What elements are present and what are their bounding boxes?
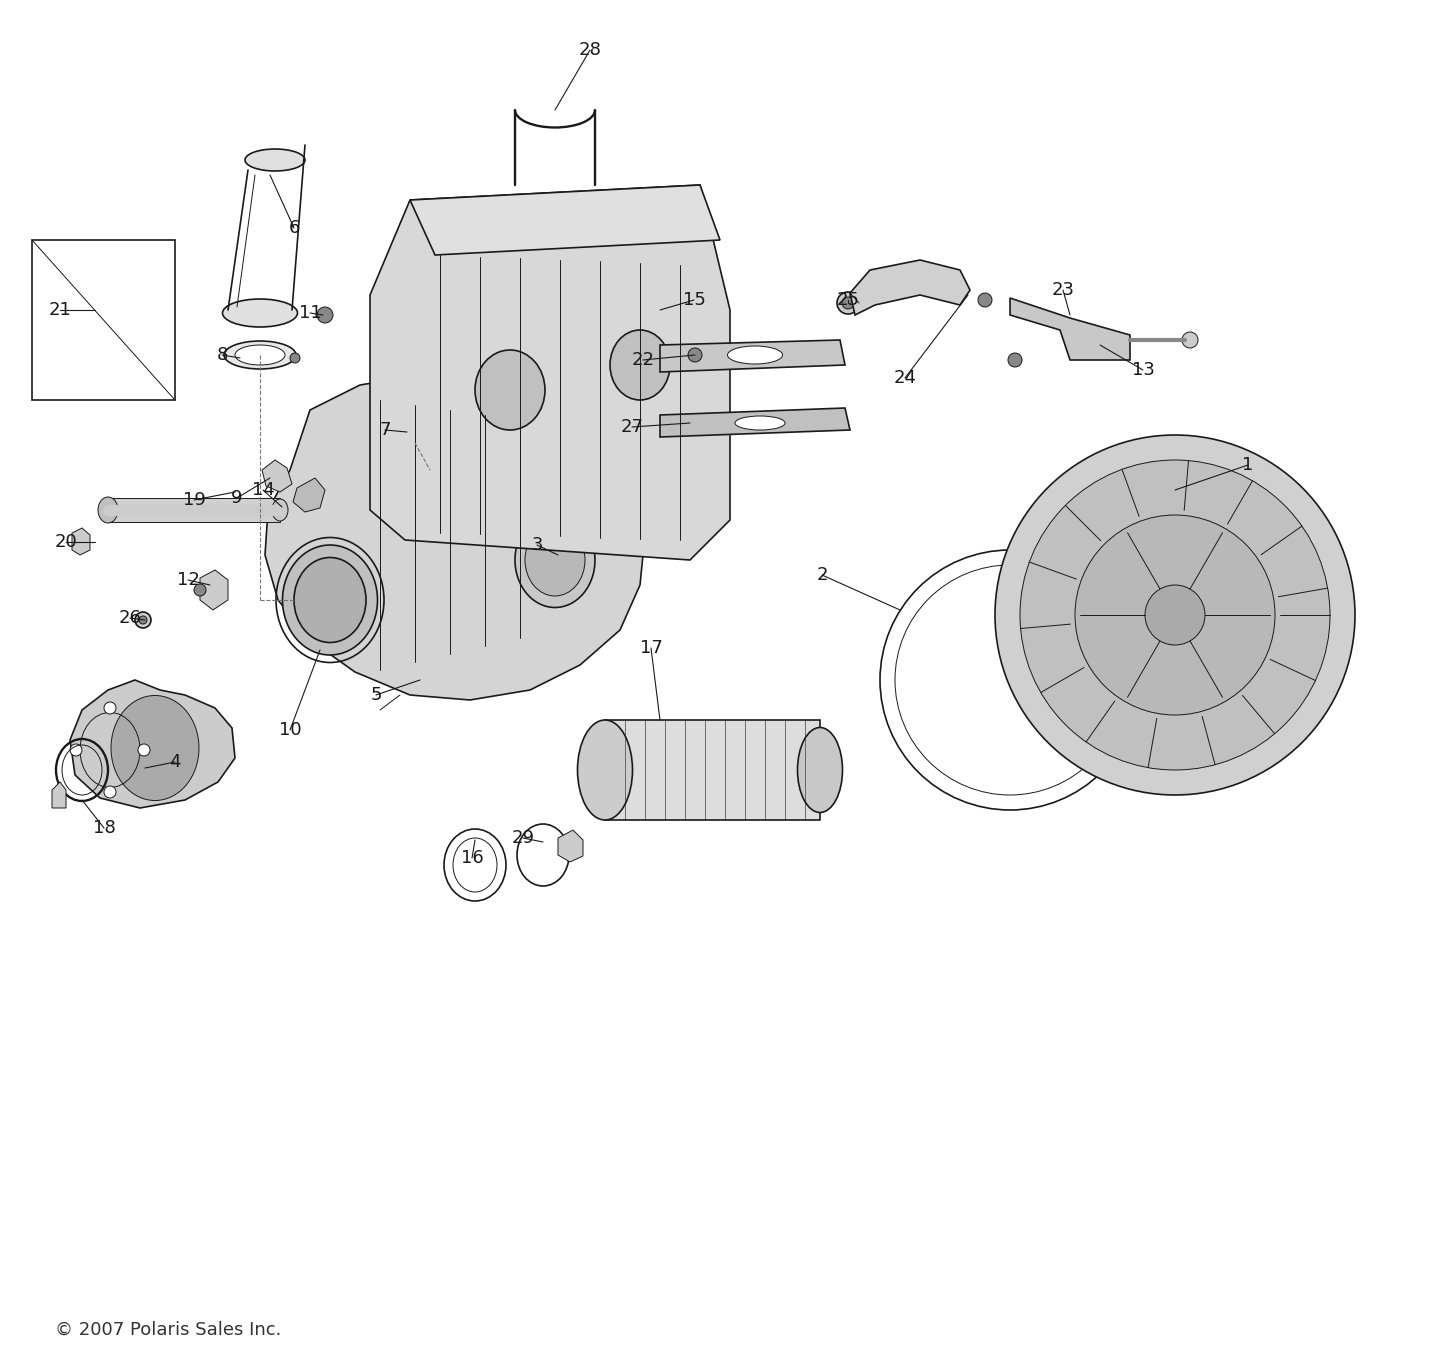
Ellipse shape	[610, 330, 670, 400]
Ellipse shape	[727, 346, 783, 364]
Ellipse shape	[283, 545, 377, 654]
Circle shape	[837, 292, 859, 314]
Text: 17: 17	[640, 639, 663, 657]
Polygon shape	[660, 340, 845, 372]
Polygon shape	[200, 570, 229, 611]
Circle shape	[134, 612, 151, 628]
Text: 14: 14	[252, 481, 274, 498]
Circle shape	[290, 353, 300, 363]
Circle shape	[1020, 460, 1330, 769]
Circle shape	[977, 293, 992, 307]
Text: 7: 7	[379, 422, 390, 439]
Text: 26: 26	[119, 609, 141, 627]
Circle shape	[1145, 585, 1205, 645]
Text: 23: 23	[1052, 281, 1075, 298]
Circle shape	[139, 616, 147, 624]
Text: 5: 5	[370, 686, 382, 704]
Polygon shape	[51, 782, 66, 808]
Ellipse shape	[474, 350, 544, 430]
Text: 4: 4	[169, 753, 180, 771]
Circle shape	[1007, 353, 1022, 367]
Text: 6: 6	[289, 219, 300, 237]
Text: 25: 25	[836, 292, 859, 309]
Text: 10: 10	[279, 721, 302, 739]
Text: 29: 29	[512, 830, 534, 847]
Ellipse shape	[294, 557, 366, 642]
Ellipse shape	[244, 149, 304, 171]
Ellipse shape	[224, 341, 296, 370]
Circle shape	[687, 348, 702, 361]
Text: 9: 9	[231, 489, 243, 507]
Ellipse shape	[577, 720, 633, 820]
Text: 15: 15	[683, 292, 706, 309]
Text: 13: 13	[1132, 361, 1155, 379]
Text: 20: 20	[54, 533, 77, 550]
Polygon shape	[1010, 298, 1130, 360]
Polygon shape	[850, 260, 970, 315]
Polygon shape	[109, 498, 280, 522]
Polygon shape	[31, 240, 174, 400]
Circle shape	[194, 585, 206, 596]
Polygon shape	[264, 375, 644, 700]
Text: 18: 18	[93, 819, 116, 836]
Circle shape	[1182, 333, 1198, 348]
Text: 28: 28	[579, 41, 602, 59]
Ellipse shape	[735, 416, 785, 430]
Polygon shape	[293, 478, 324, 512]
Text: © 2007 Polaris Sales Inc.: © 2007 Polaris Sales Inc.	[54, 1321, 282, 1339]
Text: 24: 24	[893, 370, 916, 387]
Polygon shape	[557, 830, 583, 862]
Text: 2: 2	[816, 565, 827, 585]
Ellipse shape	[234, 345, 284, 366]
Text: 11: 11	[299, 304, 322, 322]
Polygon shape	[70, 680, 234, 808]
Circle shape	[1075, 515, 1275, 715]
Text: 19: 19	[183, 491, 206, 509]
Circle shape	[317, 307, 333, 323]
Text: 12: 12	[177, 571, 200, 589]
Ellipse shape	[272, 498, 289, 522]
Polygon shape	[370, 185, 730, 560]
Ellipse shape	[111, 695, 199, 801]
Text: 3: 3	[532, 537, 543, 554]
Ellipse shape	[99, 497, 119, 523]
Text: 22: 22	[632, 350, 654, 370]
Text: 21: 21	[49, 301, 71, 319]
Circle shape	[995, 435, 1355, 795]
Circle shape	[70, 743, 81, 756]
Text: 8: 8	[216, 346, 227, 364]
Polygon shape	[607, 522, 634, 546]
Ellipse shape	[514, 512, 594, 608]
Text: 16: 16	[460, 849, 483, 867]
Ellipse shape	[797, 727, 843, 812]
Circle shape	[104, 786, 116, 798]
Circle shape	[139, 743, 150, 756]
Circle shape	[842, 297, 855, 309]
Polygon shape	[262, 460, 292, 491]
Polygon shape	[71, 528, 90, 554]
Ellipse shape	[223, 298, 297, 327]
Circle shape	[104, 702, 116, 715]
Polygon shape	[410, 185, 720, 255]
Text: 27: 27	[620, 418, 643, 435]
Polygon shape	[380, 420, 437, 450]
Polygon shape	[604, 720, 820, 820]
Ellipse shape	[524, 524, 584, 596]
Text: 1: 1	[1242, 456, 1253, 474]
Polygon shape	[660, 408, 850, 437]
